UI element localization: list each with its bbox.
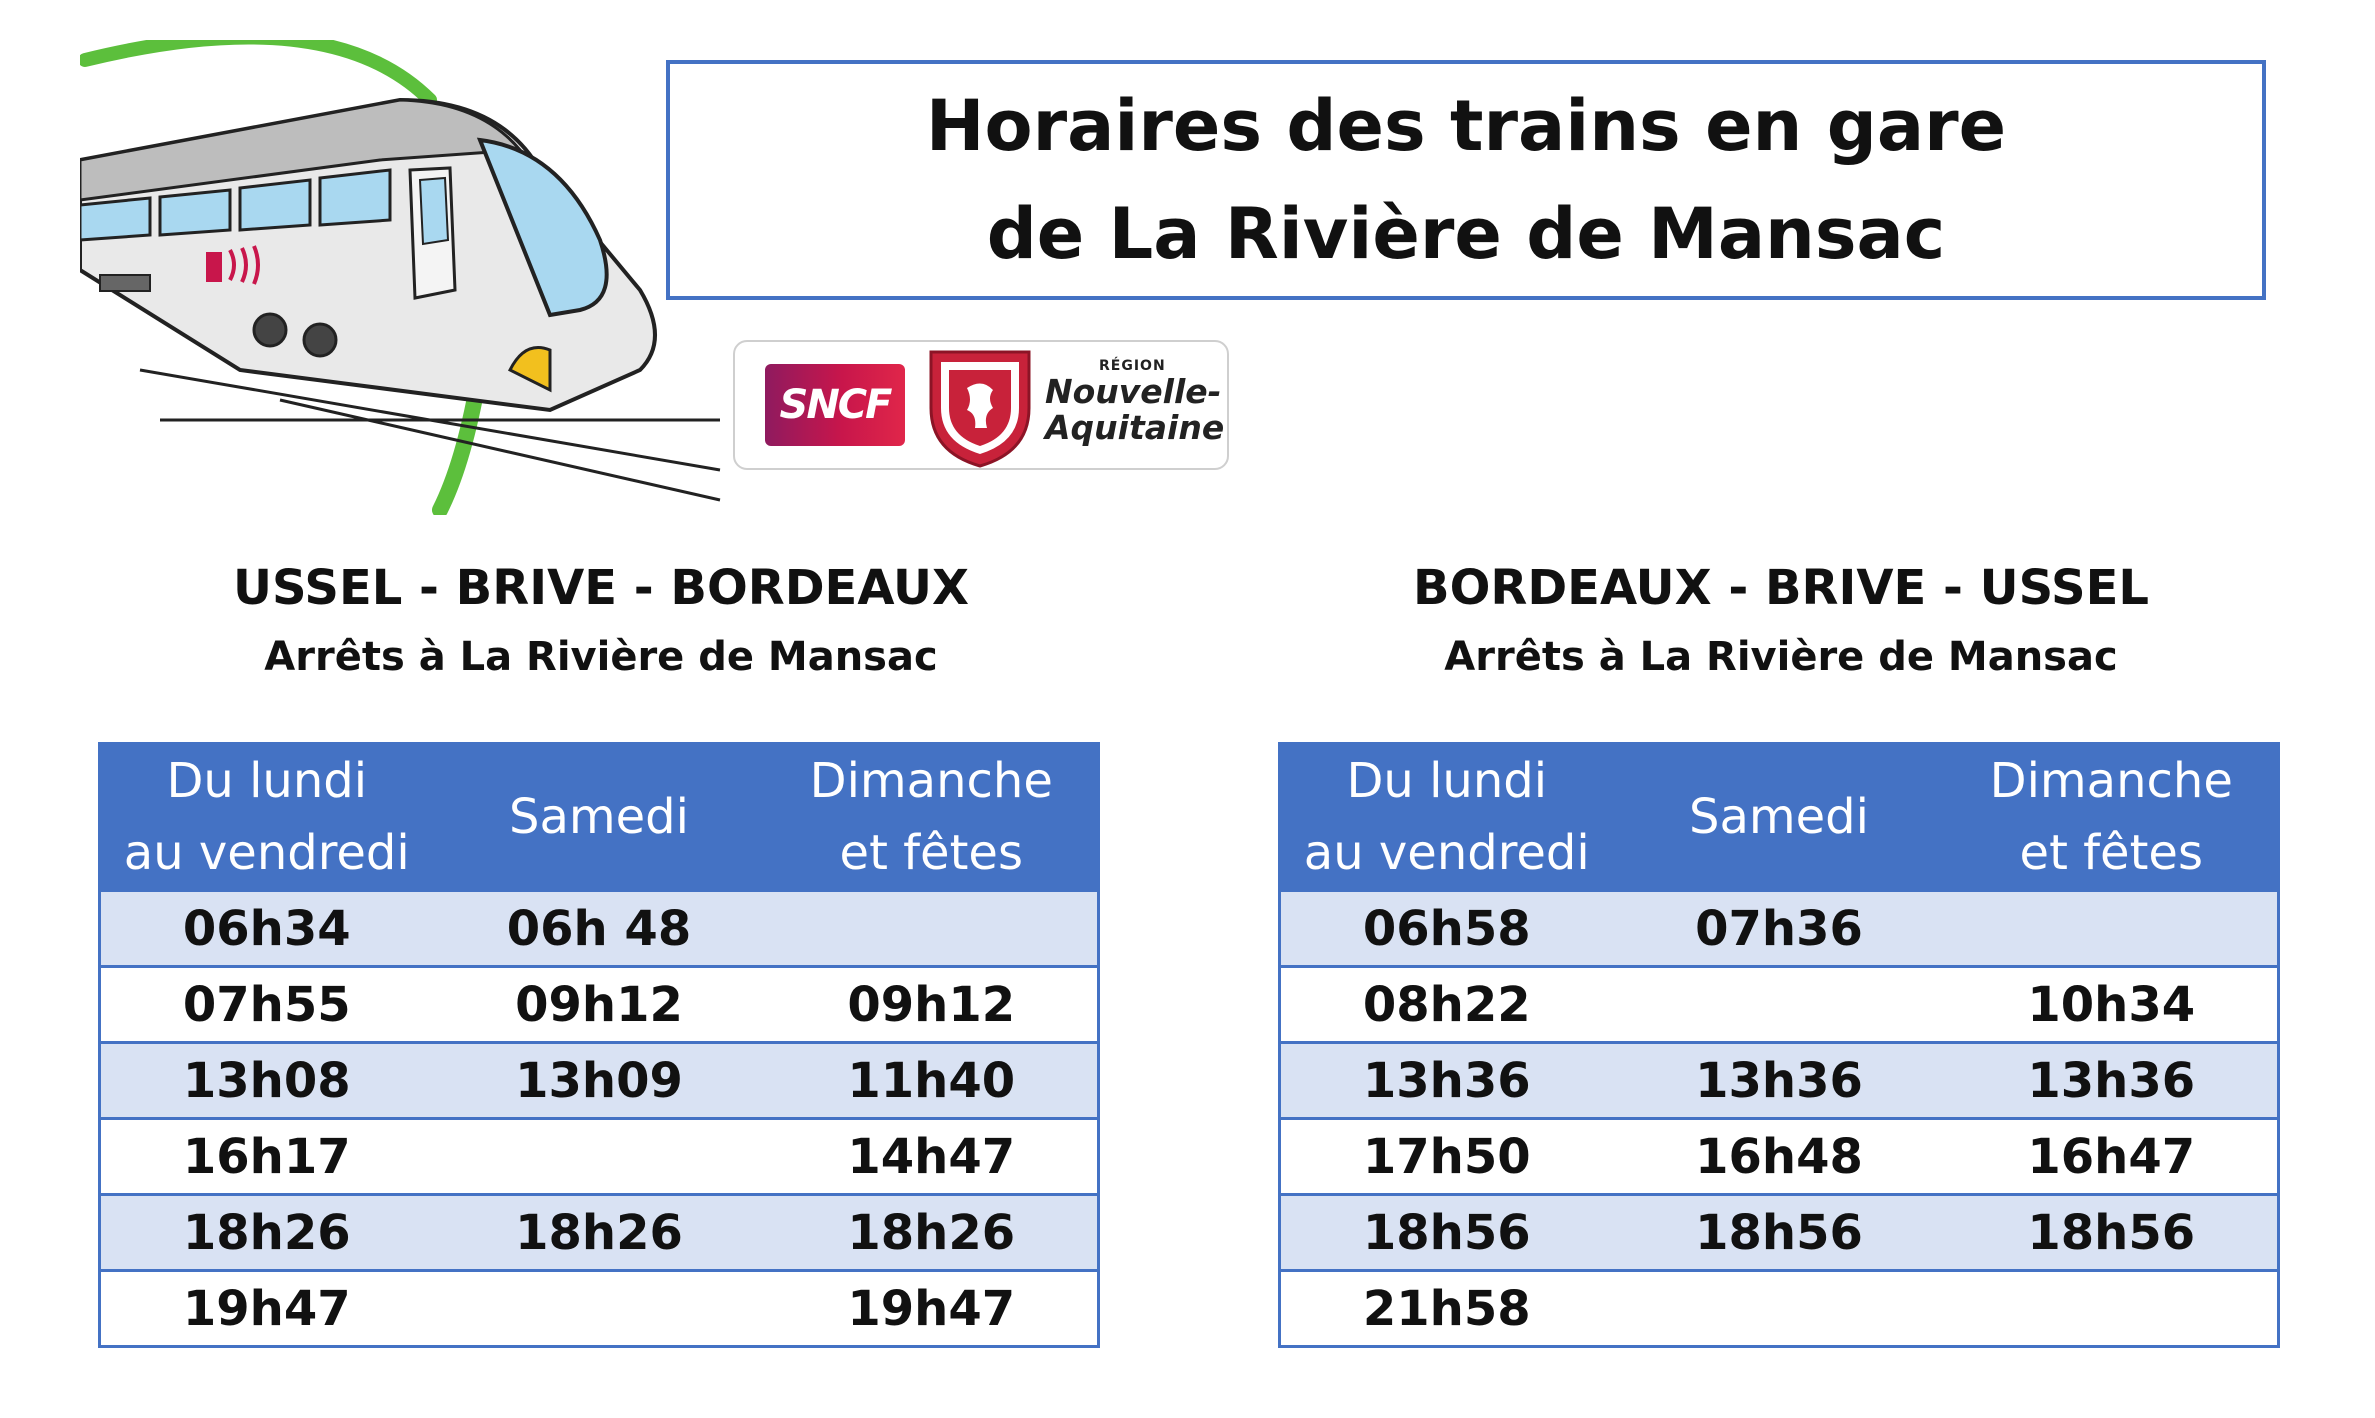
table-row: 07h55 09h12 09h12 — [99, 965, 1099, 1043]
table-row: 18h56 18h56 18h56 — [1279, 1193, 2279, 1271]
timetable-left: Du lundi au vendredi Samedi Dimanche et … — [98, 742, 1100, 1348]
table-row: 17h50 16h48 16h47 — [1279, 1117, 2279, 1195]
route-subtitle-left: Arrêts à La Rivière de Mansac — [264, 634, 938, 680]
route-subtitle-right: Arrêts à La Rivière de Mansac — [1444, 634, 2118, 680]
time-cell — [765, 889, 1099, 967]
time-cell: 18h56 — [1279, 1193, 1613, 1271]
time-cell: 18h26 — [765, 1193, 1099, 1271]
time-cell: 11h40 — [765, 1041, 1099, 1119]
time-cell: 13h09 — [432, 1041, 766, 1119]
logo-box: SNCF RÉGION Nouvelle- Aquitaine — [733, 340, 1229, 470]
time-cell: 18h26 — [99, 1193, 433, 1271]
title-box: Horaires des trains en gare de La Rivièr… — [666, 60, 2266, 300]
sncf-logo: SNCF — [765, 364, 905, 446]
time-cell: 09h12 — [432, 965, 766, 1043]
page-title-line-1: Horaires des trains en gare — [925, 85, 2007, 167]
region-logo-line-1: Nouvelle- — [1045, 372, 1222, 411]
time-cell: 17h50 — [1279, 1117, 1613, 1195]
time-cell: 13h36 — [1945, 1041, 2279, 1119]
region-logo: RÉGION Nouvelle- Aquitaine — [1045, 358, 1225, 446]
time-cell: 19h47 — [765, 1269, 1099, 1347]
train-icon — [80, 40, 721, 515]
table-row: 06h58 07h36 — [1279, 889, 2279, 967]
region-logo-line-2: Aquitaine — [1045, 408, 1225, 447]
table-header-row: Du lundi au vendredi Samedi Dimanche et … — [1279, 743, 2279, 891]
column-header-sunday: Dimanche et fêtes — [1945, 743, 2279, 891]
column-header-weekday: Du lundi au vendredi — [1279, 743, 1613, 891]
time-cell: 13h08 — [99, 1041, 433, 1119]
lion-shield-icon — [929, 350, 1031, 468]
time-cell: 09h12 — [765, 965, 1099, 1043]
time-cell — [432, 1117, 766, 1195]
time-cell — [1945, 889, 2279, 967]
column-header-saturday: Samedi — [432, 743, 766, 891]
time-cell: 19h47 — [99, 1269, 433, 1347]
time-cell: 06h58 — [1279, 889, 1613, 967]
time-cell: 13h36 — [1612, 1041, 1946, 1119]
table-row: 06h34 06h 48 — [99, 889, 1099, 967]
time-cell: 08h22 — [1279, 965, 1613, 1043]
time-cell: 10h34 — [1945, 965, 2279, 1043]
table-row: 08h22 10h34 — [1279, 965, 2279, 1043]
time-cell: 06h 48 — [432, 889, 766, 967]
column-header-sunday: Dimanche et fêtes — [765, 743, 1099, 891]
route-title-right: BORDEAUX - BRIVE - USSEL — [1412, 560, 2149, 616]
time-cell: 06h34 — [99, 889, 433, 967]
time-cell: 18h26 — [432, 1193, 766, 1271]
table-row: 13h36 13h36 13h36 — [1279, 1041, 2279, 1119]
column-header-weekday: Du lundi au vendredi — [99, 743, 433, 891]
time-cell: 16h17 — [99, 1117, 433, 1195]
time-cell: 18h56 — [1612, 1193, 1946, 1271]
time-cell: 16h47 — [1945, 1117, 2279, 1195]
table-header-row: Du lundi au vendredi Samedi Dimanche et … — [99, 743, 1099, 891]
timetable-right: Du lundi au vendredi Samedi Dimanche et … — [1278, 742, 2280, 1348]
time-cell: 13h36 — [1279, 1041, 1613, 1119]
table-row: 21h58 — [1279, 1269, 2279, 1347]
time-cell: 07h36 — [1612, 889, 1946, 967]
time-cell: 18h56 — [1945, 1193, 2279, 1271]
time-cell — [1612, 965, 1946, 1043]
time-cell — [432, 1269, 766, 1347]
page-title-line-2: de La Rivière de Mansac — [986, 193, 1946, 275]
table-row: 19h47 19h47 — [99, 1269, 1099, 1347]
region-logo-small: RÉGION — [1099, 358, 1166, 374]
time-cell: 21h58 — [1279, 1269, 1613, 1347]
sncf-logo-text: SNCF — [779, 382, 893, 428]
time-cell: 16h48 — [1612, 1117, 1946, 1195]
time-cell: 07h55 — [99, 965, 433, 1043]
table-row: 18h26 18h26 18h26 — [99, 1193, 1099, 1271]
time-cell — [1612, 1269, 1946, 1347]
table-row: 16h17 14h47 — [99, 1117, 1099, 1195]
table-row: 13h08 13h09 11h40 — [99, 1041, 1099, 1119]
time-cell: 14h47 — [765, 1117, 1099, 1195]
time-cell — [1945, 1269, 2279, 1347]
column-header-saturday: Samedi — [1612, 743, 1946, 891]
route-title-left: USSEL - BRIVE - BORDEAUX — [232, 560, 969, 616]
